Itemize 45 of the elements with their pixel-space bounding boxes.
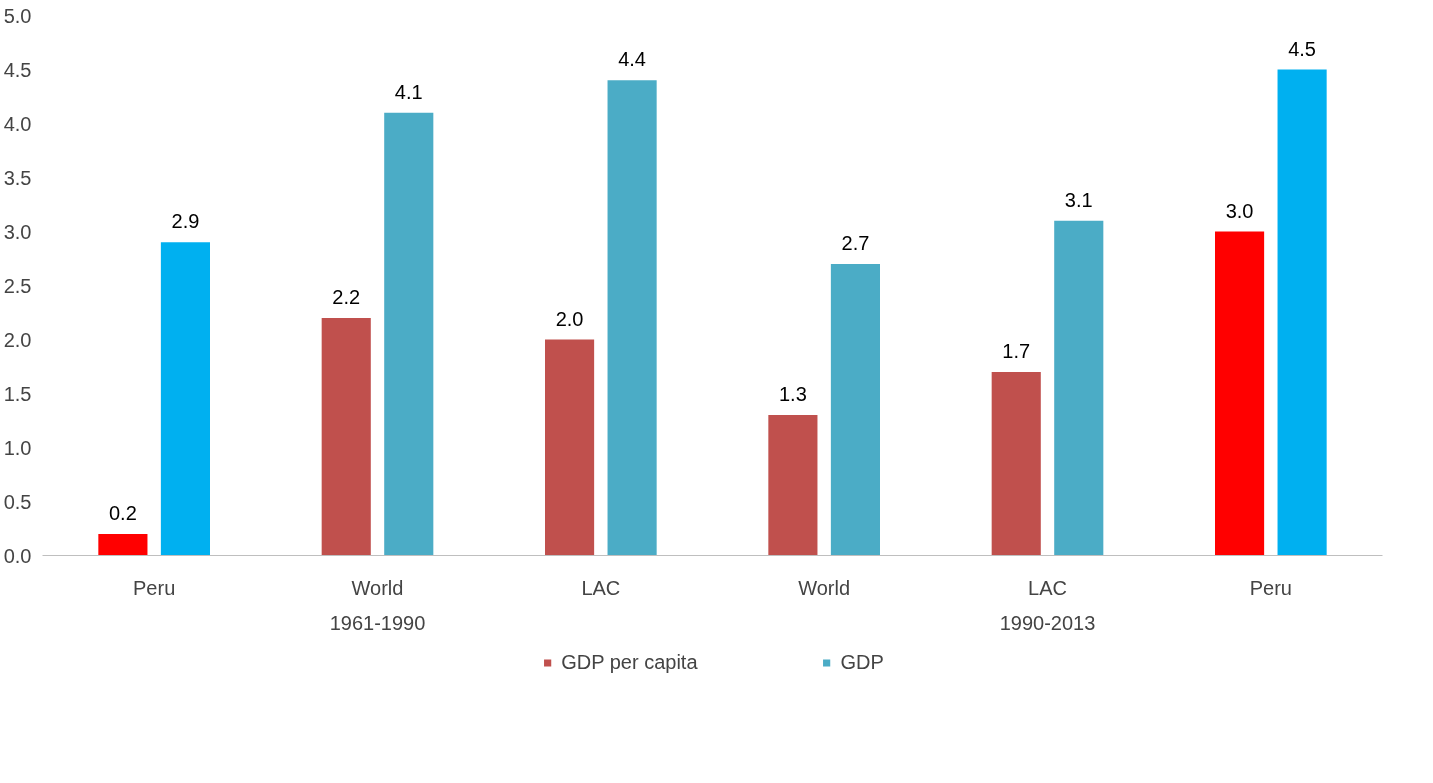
y-tick-label: 3.5 [3, 166, 32, 189]
data-label: 2.9 [171, 210, 200, 233]
x-tick-label: LAC [581, 576, 621, 599]
bar [1215, 231, 1265, 556]
data-label: 1.3 [779, 383, 807, 406]
text: 1961-1990 [329, 611, 426, 634]
bar [768, 415, 818, 556]
y-tick-label: 0.5 [3, 490, 32, 513]
y-tick-label: 2.5 [3, 274, 32, 297]
data-label: 2.7 [841, 231, 870, 254]
data-label: 1.7 [1002, 339, 1031, 362]
y-tick-label: 0.0 [3, 544, 32, 567]
data-label: 0.2 [109, 501, 137, 524]
y-tick-label: 4.0 [3, 112, 32, 135]
data-label: 3.0 [1225, 199, 1254, 222]
bar [545, 339, 595, 556]
y-tick-label: 1.0 [3, 436, 32, 459]
x-tick-label: Peru [1249, 576, 1292, 599]
x-tick-label: World [351, 576, 404, 599]
y-tick-label: 1.5 [3, 382, 32, 405]
data-label: 4.4 [618, 48, 647, 71]
bar [160, 242, 210, 556]
legend-label: GDP [840, 650, 884, 674]
y-tick-label: 3.0 [3, 220, 32, 243]
bar [384, 112, 434, 556]
bar [321, 317, 371, 556]
bar [98, 533, 148, 556]
y-tick-label: 5.0 [3, 4, 32, 27]
data-label: 3.1 [1064, 188, 1093, 211]
bar [991, 371, 1041, 556]
y-tick-label: 4.5 [3, 58, 32, 81]
bar [830, 263, 880, 556]
legend-label: GDP per capita [561, 650, 698, 674]
bar [607, 80, 657, 556]
x-tick-label: LAC [1028, 576, 1067, 599]
text: 1990-2013 [999, 611, 1096, 634]
bar [1277, 69, 1327, 556]
data-label: 2.2 [332, 285, 361, 308]
x-tick-label: Peru [133, 576, 176, 599]
y-tick-label: 2.0 [3, 328, 32, 351]
data-label: 2.0 [555, 307, 584, 330]
bar [1054, 220, 1104, 556]
data-label: 4.5 [1288, 37, 1317, 60]
x-tick-label: World [798, 576, 851, 599]
data-label: 4.1 [394, 80, 423, 103]
